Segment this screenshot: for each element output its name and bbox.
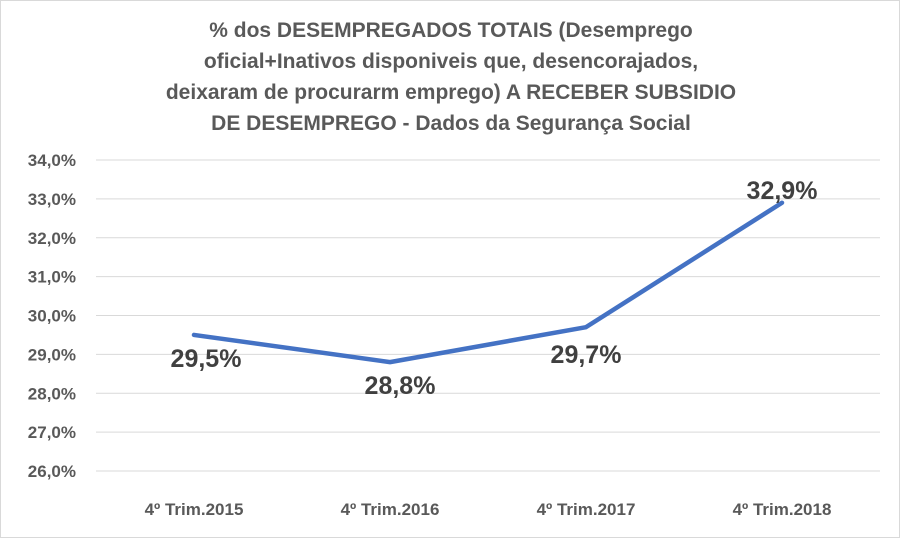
chart-title-line: DE DESEMPREGO - Dados da Segurança Socia… — [211, 112, 691, 135]
y-tick-label: 26,0% — [28, 462, 76, 481]
y-tick-label: 31,0% — [28, 268, 76, 287]
y-tick-label: 27,0% — [28, 423, 76, 442]
x-tick-label: 4º Trim.2018 — [733, 500, 832, 519]
chart-title-line: oficial+Inativos disponiveis que, desenc… — [203, 50, 699, 73]
y-tick-label: 32,0% — [28, 229, 76, 248]
y-tick-label: 29,0% — [28, 345, 76, 364]
y-tick-label: 33,0% — [28, 190, 76, 209]
chart-title-line: deixaram de procurarm emprego) A RECEBER… — [165, 81, 737, 104]
y-tick-label: 34,0% — [28, 151, 76, 170]
data-label: 29,7% — [551, 341, 622, 369]
y-tick-label: 30,0% — [28, 307, 76, 326]
data-label: 32,9% — [747, 177, 818, 205]
y-tick-label: 28,0% — [28, 384, 76, 403]
data-label: 28,8% — [365, 372, 436, 400]
x-tick-label: 4º Trim.2015 — [145, 500, 244, 519]
chart-title: % dos DESEMPREGADOS TOTAIS (Desemprego o… — [41, 15, 861, 139]
series-line — [191, 200, 785, 365]
x-tick-label: 4º Trim.2017 — [537, 500, 636, 519]
chart-title-line: % dos DESEMPREGADOS TOTAIS (Desemprego — [209, 19, 693, 42]
x-tick-label: 4º Trim.2016 — [341, 500, 440, 519]
data-label: 29,5% — [171, 345, 242, 373]
